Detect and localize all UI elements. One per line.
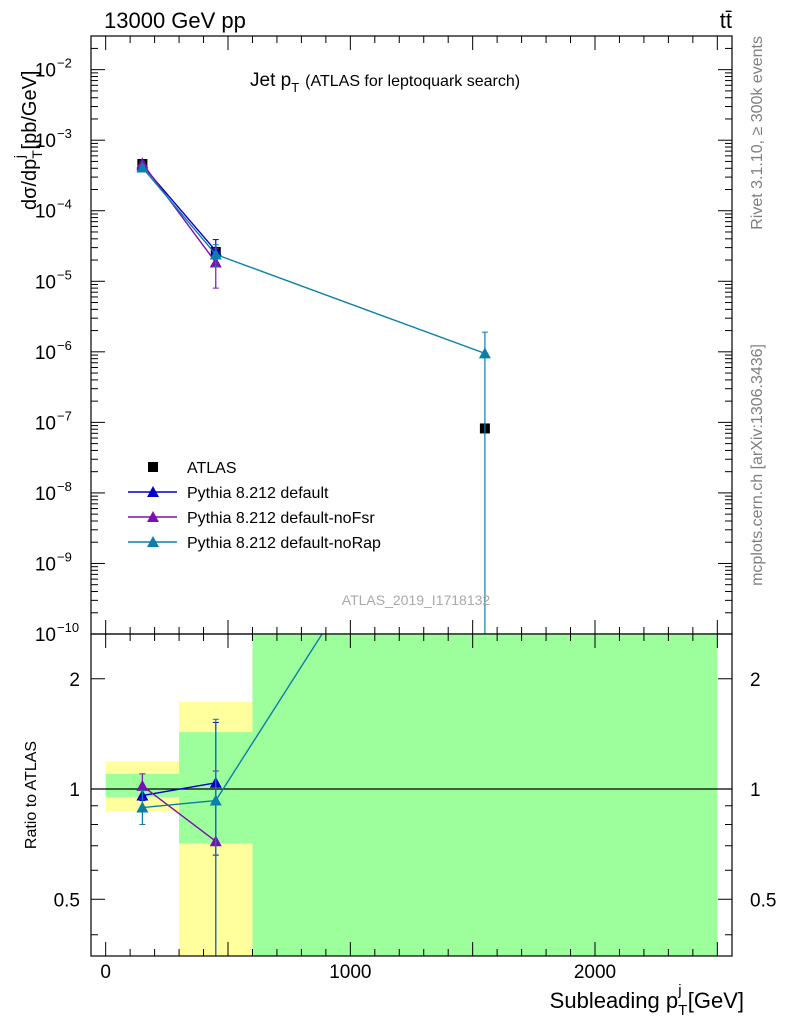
legend: ATLAS Pythia 8.212 default Pythia 8.212 de… bbox=[128, 460, 381, 552]
ratio-series-line bbox=[141, 785, 217, 842]
header-final-state-label: tt̄ bbox=[720, 8, 732, 33]
series-3 bbox=[136, 161, 491, 634]
data-point bbox=[478, 347, 491, 359]
legend-entry: Pythia 8.212 default bbox=[128, 485, 329, 502]
ratio-series-line bbox=[142, 782, 216, 797]
series-line bbox=[141, 162, 217, 263]
ratio-y-axis-label: Ratio to ATLAS bbox=[23, 741, 40, 849]
data-point bbox=[209, 248, 222, 260]
ratio-y-tick-label-left: 1 bbox=[69, 780, 80, 801]
legend-marker bbox=[147, 511, 159, 522]
x-tick-label: 0 bbox=[100, 962, 111, 983]
y-tick-label: 10−7 bbox=[35, 408, 72, 434]
ratio-plot-data bbox=[91, 634, 732, 956]
y-tick-label: 10−10 bbox=[35, 620, 79, 646]
ratio-panel-frame bbox=[90, 633, 733, 957]
y-tick-label: 10−9 bbox=[35, 549, 72, 575]
legend-label: ATLAS bbox=[187, 460, 237, 477]
y-tick-label: 10−8 bbox=[35, 479, 72, 505]
ratio-point bbox=[136, 801, 149, 813]
main-plot-data bbox=[136, 157, 491, 634]
y-tick-label: 10−5 bbox=[35, 267, 72, 293]
ratio-y-tick-label-left: 0.5 bbox=[54, 890, 80, 911]
legend-label: Pythia 8.212 default bbox=[187, 485, 329, 502]
y-tick-label: 10−4 bbox=[35, 197, 72, 223]
ratio-series-2 bbox=[136, 634, 323, 956]
legend-label: Pythia 8.212 default-noRap bbox=[187, 535, 381, 552]
header-process-label: 13000 GeV pp bbox=[104, 8, 246, 33]
main-y-tick-labels: 10−10 10−9 10−8 10−7 10−6 10−5 10−4 10−3 10−2 bbox=[35, 56, 79, 646]
legend-entry: ATLAS bbox=[148, 460, 237, 477]
ratio-point bbox=[209, 794, 222, 806]
ratio-y-tick-label-right: 2 bbox=[750, 670, 761, 691]
main-y-axis-label: dσ/dpTj [pb/GeV] bbox=[11, 71, 45, 210]
ratio-point bbox=[136, 779, 149, 791]
series-line bbox=[141, 167, 486, 355]
ratio-panel: 0.5 0.5 1 1 2 2 0 1000 2000 Ratio to ATLAS Suble… bbox=[23, 633, 777, 1019]
y-tick-label: 10−2 bbox=[35, 56, 72, 82]
legend-marker bbox=[148, 462, 158, 472]
ratio-y-tick-label-right: 0.5 bbox=[750, 890, 776, 911]
series-2 bbox=[136, 157, 222, 289]
x-tick-label: 2000 bbox=[574, 962, 616, 983]
series-0 bbox=[137, 158, 490, 434]
legend-label: Pythia 8.212 default-noFsr bbox=[187, 510, 375, 527]
ratio-y-tick-label-left: 2 bbox=[69, 670, 80, 691]
legend-entry: Pythia 8.212 default-noRap bbox=[128, 535, 381, 552]
data-point bbox=[136, 161, 149, 173]
ratio-y-tick-label-right: 1 bbox=[750, 780, 761, 801]
x-axis-label: Subleading pTj [GeV] bbox=[550, 982, 744, 1019]
legend-entry: Pythia 8.212 default-noFsr bbox=[128, 510, 375, 527]
y-tick-label: 10−6 bbox=[35, 338, 72, 364]
y-tick-label: 10−3 bbox=[35, 126, 72, 152]
mcplots-reference-label: mcplots.cern.ch [arXiv:1306.3436] bbox=[749, 344, 766, 586]
main-panel: 10−10 10−9 10−8 10−7 10−6 10−5 10−4 10−3 10−2 Je… bbox=[11, 35, 733, 646]
legend-marker bbox=[147, 486, 159, 497]
ratio-axis-ticks bbox=[91, 634, 732, 956]
main-plot-title: Jet pT (ATLAS for leptoquark search) bbox=[250, 70, 520, 95]
ratio-tick-labels: 0.5 0.5 1 1 2 2 0 1000 2000 bbox=[54, 670, 777, 983]
uncertainty-band-inner bbox=[252, 634, 718, 956]
legend-marker bbox=[147, 536, 159, 547]
analysis-id-watermark: ATLAS_2019_I1718132 bbox=[342, 592, 491, 608]
rivet-version-label: Rivet 3.1.10, ≥ 300k events bbox=[749, 36, 766, 230]
main-axis-ticks bbox=[91, 35, 732, 635]
x-tick-label: 1000 bbox=[329, 962, 371, 983]
